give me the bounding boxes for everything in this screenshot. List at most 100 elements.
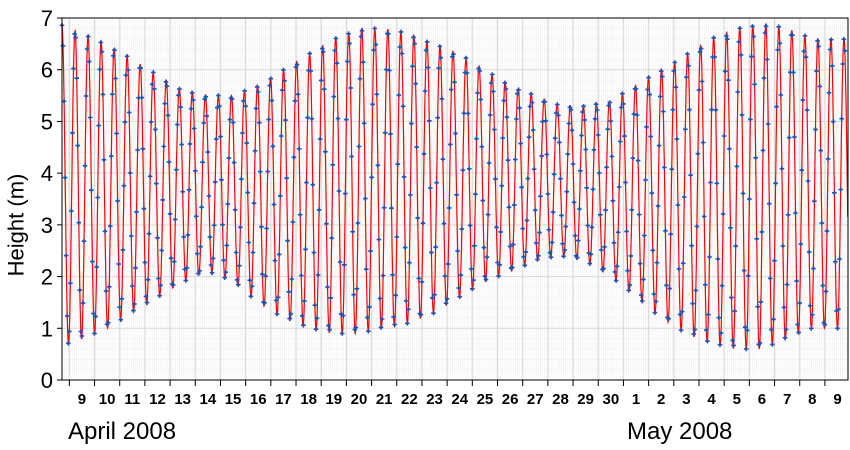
x-tick-label: 23	[426, 391, 443, 408]
predicted-height-marker	[666, 316, 671, 321]
predicted-height-marker	[458, 272, 464, 278]
predicted-height-marker	[672, 60, 678, 65]
predicted-height-marker	[390, 272, 395, 278]
predicted-height-marker	[543, 118, 549, 124]
predicted-height-marker	[483, 277, 489, 282]
predicted-height-marker	[181, 234, 186, 240]
predicted-height-marker	[167, 211, 173, 217]
predicted-height-marker	[816, 44, 821, 49]
x-tick-label: 3	[682, 391, 690, 408]
predicted-height-marker	[461, 111, 467, 116]
predicted-height-marker	[749, 54, 754, 59]
predicted-height-marker	[141, 206, 147, 211]
predicted-height-marker	[439, 96, 445, 102]
predicted-height-marker	[707, 254, 712, 260]
predicted-height-marker	[730, 338, 735, 343]
predicted-height-marker	[302, 298, 307, 304]
predicted-height-marker	[337, 259, 343, 265]
predicted-height-marker	[207, 234, 213, 240]
predicted-height-marker	[496, 273, 501, 279]
predicted-height-marker	[634, 112, 640, 118]
predicted-height-marker	[793, 210, 798, 216]
predicted-height-marker	[562, 247, 567, 253]
predicted-height-marker	[455, 248, 460, 254]
predicted-height-marker	[101, 157, 107, 163]
predicted-height-marker	[244, 140, 249, 146]
x-tick-label: 19	[325, 391, 342, 408]
predicted-height-marker	[329, 235, 334, 241]
x-tick-label: 16	[250, 391, 267, 408]
predicted-height-marker	[115, 198, 120, 204]
predicted-height-marker	[718, 330, 724, 336]
predicted-height-marker	[605, 126, 610, 132]
predicted-height-marker	[784, 282, 790, 287]
predicted-height-marker	[750, 24, 755, 29]
predicted-height-marker	[454, 192, 459, 198]
predicted-height-marker	[652, 310, 658, 315]
predicted-height-marker	[262, 300, 267, 306]
predicted-height-marker	[434, 180, 439, 185]
predicted-height-marker	[648, 134, 653, 139]
predicted-height-marker	[211, 223, 217, 228]
predicted-height-marker	[731, 343, 736, 348]
predicted-height-marker	[463, 55, 469, 61]
predicted-height-marker	[827, 47, 833, 52]
predicted-height-marker	[567, 105, 573, 110]
predicted-height-marker	[147, 174, 153, 179]
predicted-height-marker	[770, 342, 775, 347]
predicted-height-marker	[728, 225, 733, 231]
predicted-height-marker	[706, 312, 711, 317]
predicted-height-marker	[68, 280, 73, 286]
predicted-height-marker	[416, 276, 422, 281]
predicted-height-marker	[371, 47, 376, 53]
predicted-height-marker	[363, 196, 368, 201]
predicted-height-marker	[209, 270, 215, 276]
predicted-height-marker	[601, 266, 606, 271]
predicted-height-marker	[91, 311, 96, 316]
predicted-height-marker	[160, 197, 165, 203]
predicted-height-marker	[802, 33, 808, 39]
predicted-height-marker	[258, 169, 263, 174]
predicted-height-marker	[217, 103, 222, 109]
predicted-height-marker	[364, 266, 369, 272]
predicted-height-marker	[835, 326, 840, 331]
predicted-height-marker	[242, 88, 247, 94]
predicted-height-marker	[608, 118, 614, 124]
predicted-height-marker	[331, 94, 337, 99]
predicted-height-marker	[726, 77, 731, 83]
predicted-height-marker	[105, 320, 111, 325]
predicted-height-marker	[148, 119, 154, 125]
x-tick-label: 11	[124, 391, 140, 408]
predicted-height-marker	[501, 98, 507, 103]
predicted-height-marker	[796, 330, 801, 335]
predicted-height-marker	[92, 331, 97, 336]
predicted-height-marker	[603, 207, 608, 213]
predicted-height-marker	[545, 191, 551, 197]
predicted-height-marker	[344, 117, 349, 122]
predicted-height-marker	[738, 52, 744, 58]
predicted-height-marker	[777, 41, 783, 46]
predicted-height-marker	[464, 70, 470, 76]
predicted-height-marker	[446, 205, 452, 211]
predicted-height-marker	[200, 159, 205, 165]
predicted-height-marker	[584, 185, 589, 191]
predicted-height-marker	[475, 90, 480, 96]
predicted-height-marker	[732, 308, 737, 314]
predicted-height-marker	[210, 256, 216, 261]
predicted-height-marker	[369, 175, 374, 180]
predicted-height-marker	[839, 116, 844, 121]
predicted-height-marker	[577, 206, 582, 212]
predicted-height-marker	[100, 92, 106, 97]
predicted-height-marker	[607, 100, 613, 105]
predicted-height-marker	[651, 291, 657, 297]
x-tick-label: 17	[275, 391, 292, 408]
predicted-height-marker	[620, 91, 625, 96]
x-tick-label: 4	[707, 391, 716, 408]
predicted-height-marker	[348, 85, 353, 91]
predicted-height-marker	[499, 183, 504, 188]
predicted-height-marker	[440, 156, 446, 162]
predicted-height-marker	[522, 263, 528, 268]
predicted-height-marker	[516, 87, 521, 93]
y-axis-label: Height (m)	[3, 173, 28, 277]
predicted-height-marker	[640, 298, 645, 304]
